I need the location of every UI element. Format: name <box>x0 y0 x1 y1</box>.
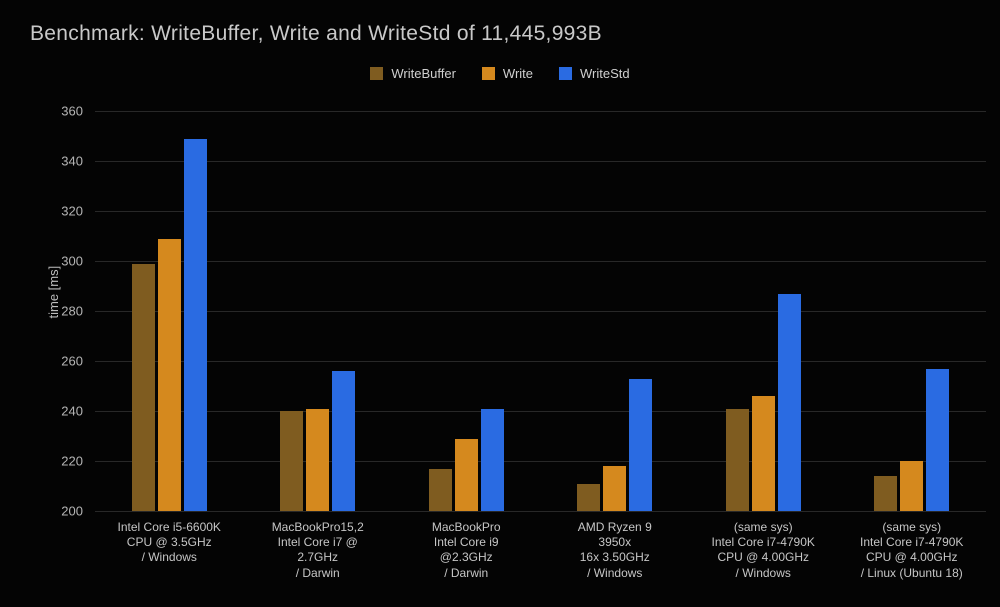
y-tick-label: 260 <box>61 353 83 369</box>
bar-writebuffer[interactable] <box>428 468 452 511</box>
legend-swatch-icon <box>370 67 384 80</box>
y-tick-label: 320 <box>61 203 83 219</box>
legend-swatch-icon <box>559 67 573 80</box>
bar-writestd[interactable] <box>480 408 504 511</box>
bar-group <box>95 111 243 511</box>
y-tick-label: 360 <box>61 103 83 119</box>
legend-label: Write <box>502 66 534 81</box>
y-tick-label: 220 <box>61 453 83 469</box>
y-tick-label: 200 <box>61 503 83 519</box>
gridline <box>95 161 986 162</box>
x-category-label: MacBookPro15,2 Intel Core i7 @ 2.7GHz / … <box>271 520 364 580</box>
legend-label: WriteStd <box>580 66 630 81</box>
bar-writestd[interactable] <box>777 293 801 511</box>
gridline <box>95 461 986 462</box>
bar-write[interactable] <box>306 408 330 511</box>
bar-writestd[interactable] <box>183 138 207 511</box>
gridline <box>95 411 986 412</box>
bar-writebuffer[interactable] <box>280 411 304 511</box>
legend-item-writebuffer[interactable]: WriteBuffer <box>370 66 456 81</box>
y-tick-label: 340 <box>61 153 83 169</box>
legend-item-write[interactable]: Write <box>481 66 534 81</box>
gridline <box>95 211 986 212</box>
x-category-label: (same sys) Intel Core i7-4790K CPU @ 4.0… <box>711 520 815 580</box>
bar-writestd[interactable] <box>332 371 356 511</box>
bar-write[interactable] <box>900 461 924 511</box>
y-tick-label: 300 <box>61 253 83 269</box>
y-axis-label: time [ms] <box>45 265 61 319</box>
y-tick-label: 240 <box>61 403 83 419</box>
legend-label: WriteBuffer <box>391 66 456 81</box>
bar-writestd[interactable] <box>926 368 950 511</box>
gridline <box>95 361 986 362</box>
bar-write[interactable] <box>157 238 181 511</box>
bar-group <box>243 111 391 511</box>
legend-item-writestd[interactable]: WriteStd <box>559 66 630 81</box>
bar-group <box>541 111 689 511</box>
legend-swatch-icon <box>481 67 495 80</box>
bar-write[interactable] <box>603 466 627 511</box>
chart-title: Benchmark: WriteBuffer, Write and WriteS… <box>30 22 602 45</box>
bar-writebuffer[interactable] <box>131 263 155 511</box>
x-category-label: MacBookPro Intel Core i9 @2.3GHz / Darwi… <box>431 520 501 580</box>
x-category-label: (same sys) Intel Core i7-4790K CPU @ 4.0… <box>860 520 964 580</box>
gridline <box>95 111 986 112</box>
x-category-label: Intel Core i5-6600K CPU @ 3.5GHz / Windo… <box>117 520 221 565</box>
bar-writebuffer[interactable] <box>577 483 601 511</box>
plot-wrap: time [ms] 200 220 240 260 280 300 320 340 360 Int… <box>46 104 986 580</box>
gridline <box>95 511 986 512</box>
bar-writebuffer[interactable] <box>874 476 898 511</box>
gridline <box>95 311 986 312</box>
gridline <box>95 261 986 262</box>
bar-group <box>838 111 986 511</box>
y-tick-label: 280 <box>61 303 83 319</box>
bar-write[interactable] <box>454 438 478 511</box>
plot-area: 200 220 240 260 280 300 320 340 360 Intel Core i5… <box>61 104 986 580</box>
chart-legend: WriteBuffer Write WriteStd <box>0 66 1000 81</box>
x-category-label: AMD Ryzen 9 3950x 16x 3.50GHz / Windows <box>577 520 652 580</box>
bar-writebuffer[interactable] <box>725 408 749 511</box>
bar-write[interactable] <box>751 396 775 511</box>
bar-group <box>689 111 837 511</box>
bar-writestd[interactable] <box>629 378 653 511</box>
bar-group <box>392 111 540 511</box>
